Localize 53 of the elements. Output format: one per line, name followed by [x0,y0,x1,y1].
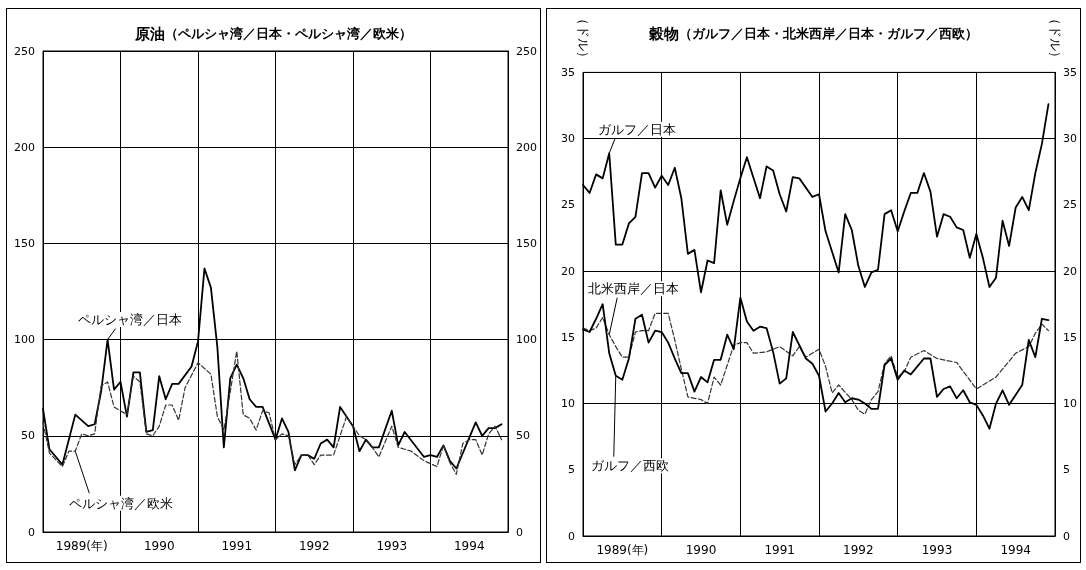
y2-tick-label: 0 [1063,529,1070,543]
chart-subtitle: （ガルフ／日本・北米西岸／日本・ガルフ／西欧） [679,26,978,41]
y-tick-label: 10 [561,397,575,411]
y2-tick-label: 150 [516,236,537,250]
x-tick-label: 1990 [685,543,717,557]
x-tick-label: 1992 [843,543,874,557]
y2-tick-label: 5 [1063,463,1070,477]
y2-tick-label: 35 [1063,65,1077,79]
y2-tick-label: 200 [516,140,537,154]
y-axis-title: （ドル） [575,12,591,64]
x-tick-label: 1990 [143,539,175,553]
y-tick-label: 250 [14,44,35,58]
y2-tick-label: 50 [516,429,530,443]
x-tick-label: 1992 [298,539,330,553]
y-tick-label: 100 [14,333,35,347]
y2-tick-label: 100 [516,333,537,347]
y-tick-label: 0 [28,525,35,539]
y2-tick-label: 0 [516,525,523,539]
text: ペルシャ湾／欧米 [69,495,174,511]
line-series [582,312,1050,415]
y2-tick-label: 250 [516,44,537,58]
y-tick-label: 150 [14,236,35,250]
text: ガルフ／西欧 [590,458,669,474]
x-tick-label: 1991 [764,543,795,557]
y-tick-label: 0 [568,529,575,543]
x-tick-label: 1994 [453,539,485,553]
x-tick-label: 1989(年) [55,539,108,553]
chart-title: 穀物 [648,24,679,43]
x-tick-label: 1989(年) [596,543,649,557]
y2-tick-label: 25 [1063,198,1077,212]
y-tick-label: 5 [568,463,575,477]
x-tick-label: 1993 [376,539,408,553]
y2-tick-label: 30 [1063,132,1077,146]
y-tick-label: 25 [561,198,575,212]
x-tick-label: 1993 [921,543,953,557]
series-label: ペルシャ湾／日本 [77,312,182,328]
y2-axis-title: （ドル） [1047,12,1063,64]
series-label: ガルフ／日本 [598,121,677,137]
y2-tick-label: 20 [1063,264,1077,278]
chart-subtitle: （ペルシャ湾／日本・ペルシャ湾／欧米） [165,26,412,41]
series-label: 北米西岸／日本 [587,281,679,297]
y-tick-label: 200 [14,140,35,154]
y-tick-label: 15 [561,330,575,344]
line-series [42,350,503,475]
y2-tick-label: 15 [1063,330,1077,344]
x-tick-label: 1994 [1000,543,1031,557]
chart-title: 原油 [134,24,165,43]
y-tick-label: 35 [561,65,575,79]
y-tick-label: 20 [561,264,575,278]
y-tick-label: 50 [21,429,35,443]
y2-tick-label: 10 [1063,397,1077,411]
y-tick-label: 30 [561,132,575,146]
x-tick-label: 1991 [221,539,253,553]
